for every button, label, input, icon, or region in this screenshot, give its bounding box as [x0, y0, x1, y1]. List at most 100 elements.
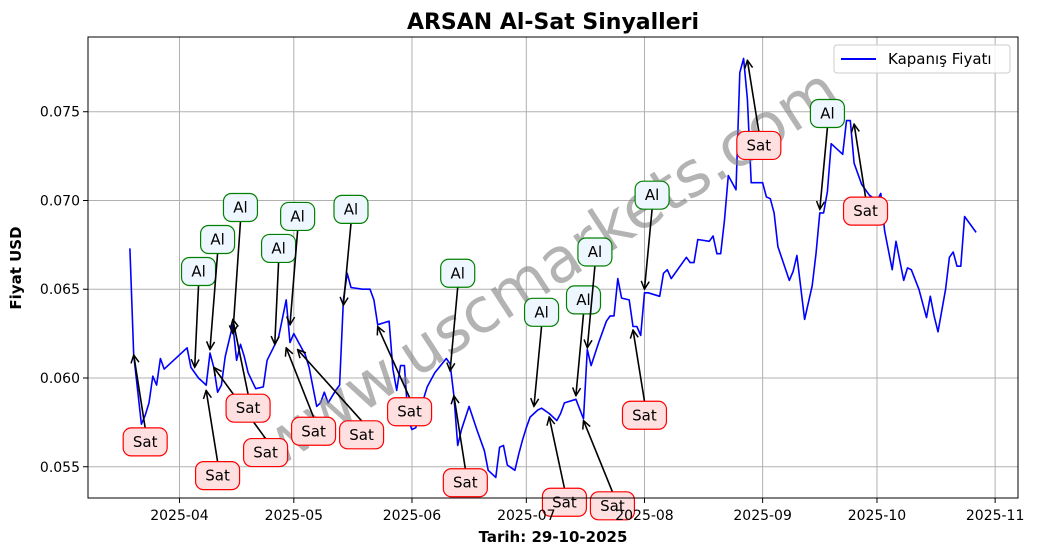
- signal-arrow: [747, 60, 760, 132]
- signal-arrow: [820, 127, 829, 210]
- legend: Kapanış Fiyatı: [833, 44, 1011, 74]
- signal-label-box: [333, 194, 369, 224]
- signal-label-box: [199, 224, 236, 255]
- signal-arrow: [378, 327, 411, 399]
- signal-label-box: [440, 258, 476, 288]
- signal-arrow: [343, 223, 352, 305]
- plot-frame: [87, 36, 1019, 499]
- legend-box: [833, 44, 1011, 74]
- signal-label: Al: [271, 239, 285, 257]
- signal-arrow: [633, 330, 646, 402]
- signal-label: Al: [588, 243, 602, 261]
- signal-label: Al: [450, 264, 464, 282]
- signal-label: Sat: [453, 474, 478, 492]
- legend-label: Kapanış Fiyatı: [888, 50, 992, 68]
- buy-signal-annotation: Al: [260, 233, 297, 344]
- x-tick-label: 2025-08: [615, 508, 674, 524]
- buy-signal-annotation: Al: [577, 237, 613, 348]
- signal-label-box: [222, 192, 259, 223]
- signal-label-box: [194, 461, 241, 491]
- sell-signal-annotation: Sat: [298, 350, 385, 450]
- signal-label-box: [541, 487, 588, 517]
- buy-signal-annotation: Al: [440, 258, 476, 371]
- signal-label: Al: [534, 303, 548, 321]
- signal-arrow: [454, 396, 467, 469]
- signal-arrow: [576, 313, 585, 396]
- x-tick-label: 2025-10: [848, 508, 907, 524]
- signal-label: Al: [344, 200, 358, 218]
- sell-signal-annotation: Sat: [122, 355, 168, 457]
- buy-signal-annotation: Al: [222, 192, 259, 333]
- signal-label-box: [290, 416, 337, 446]
- signal-arrow: [549, 417, 566, 489]
- annotations-layer: Sat Al Al Al Sat Sat Sat Al Al Sat Sat Al Sat Al Sat Al…: [122, 60, 889, 521]
- buy-signal-annotation: Al: [333, 194, 369, 305]
- signal-label: Sat: [349, 426, 374, 444]
- signal-arrow: [275, 262, 279, 344]
- signal-label-box: [809, 98, 846, 129]
- signal-arrow: [195, 285, 199, 367]
- signal-label: Al: [210, 230, 224, 248]
- signal-label-box: [736, 130, 782, 161]
- signal-label-box: [338, 420, 385, 450]
- signal-label-box: [621, 400, 668, 430]
- sell-signal-annotation: Sat: [214, 367, 289, 468]
- x-tick-label: 2025-07: [497, 508, 556, 524]
- signal-label-box: [589, 491, 636, 521]
- x-tick-label: 2025-06: [383, 508, 442, 524]
- signal-label: Sat: [253, 444, 278, 462]
- signal-arrow: [134, 355, 146, 429]
- signal-arrow: [583, 421, 614, 493]
- signal-label: Sat: [853, 202, 878, 220]
- signal-label: Al: [645, 186, 659, 204]
- sell-signal-annotation: Sat: [842, 124, 889, 226]
- sell-signal-annotation: Sat: [225, 319, 271, 423]
- signal-label: Sat: [552, 493, 577, 511]
- signal-arrow: [206, 390, 219, 462]
- x-tick-label: 2025-09: [733, 508, 792, 524]
- signal-arrow: [233, 221, 242, 333]
- x-tick-label: 2025-04: [150, 508, 209, 524]
- signal-arrow: [644, 209, 653, 289]
- signal-label: Sat: [397, 403, 422, 421]
- axis-ticks: 2025-04 2025-05 2025-06 2025-07 2025-08 2025-…: [40, 105, 1024, 524]
- signal-arrow: [450, 287, 459, 371]
- x-tick-label: 2025-05: [265, 508, 324, 524]
- signal-label-box: [442, 468, 488, 498]
- buy-signal-annotation: Al: [199, 224, 236, 349]
- sell-signal-annotation: Sat: [194, 390, 241, 491]
- signal-label-box: [280, 201, 316, 232]
- signal-label: Sat: [236, 399, 261, 417]
- signal-arrow: [587, 265, 596, 348]
- buy-signal-annotation: Al: [523, 297, 560, 406]
- signal-label: Al: [233, 198, 247, 216]
- signal-label-box: [122, 427, 168, 457]
- x-tick-label: 2025-11: [966, 508, 1025, 524]
- buy-signal-annotation: Al: [280, 201, 316, 324]
- signal-label: Al: [191, 262, 205, 280]
- signal-arrow: [298, 350, 363, 422]
- signal-label: Sat: [600, 497, 625, 515]
- y-tick-label: 0.060: [40, 371, 80, 387]
- signal-arrow: [290, 230, 299, 324]
- sell-signal-annotation: Sat: [736, 60, 782, 161]
- signal-label: Al: [290, 207, 304, 225]
- signal-label: Al: [820, 105, 834, 123]
- y-axis-label: Fiyat USD: [7, 226, 25, 309]
- signal-label: Sat: [133, 433, 158, 451]
- signal-label-box: [225, 393, 271, 423]
- signal-label-box: [577, 237, 613, 267]
- signal-label-box: [386, 397, 433, 427]
- signal-label: Sat: [632, 406, 657, 424]
- signal-label-box: [634, 180, 670, 210]
- sell-signal-annotation: Sat: [442, 396, 488, 498]
- signal-arrow: [210, 253, 219, 349]
- sell-signal-annotation: Sat: [621, 330, 668, 430]
- y-tick-label: 0.055: [40, 460, 80, 476]
- signal-arrow: [854, 124, 867, 198]
- sell-signal-annotation: Sat: [378, 327, 433, 427]
- signal-label-box: [842, 196, 889, 226]
- sell-signal-annotation: Sat: [286, 348, 337, 446]
